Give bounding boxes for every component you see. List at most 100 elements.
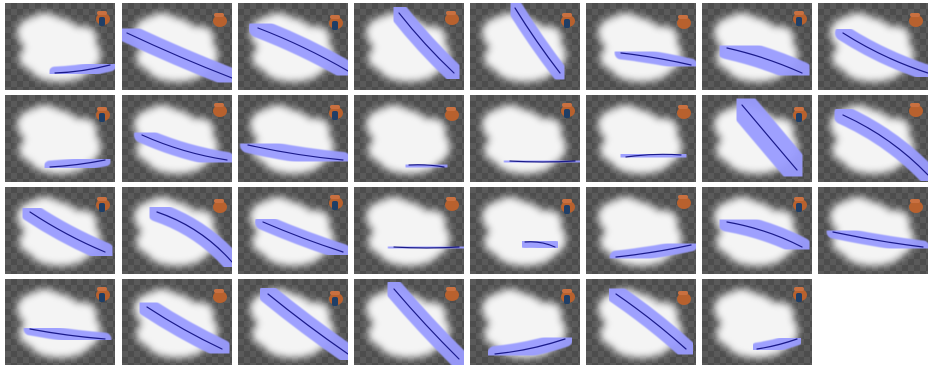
cloud-puff bbox=[378, 197, 410, 221]
thumbnail bbox=[238, 95, 348, 182]
cloud-puff bbox=[146, 13, 178, 37]
cloud-puff bbox=[186, 26, 214, 50]
thumbnail-content bbox=[122, 279, 232, 365]
thumbnail bbox=[5, 279, 115, 365]
thumbnail bbox=[122, 3, 232, 90]
thumbnail-content bbox=[5, 187, 115, 274]
thumbnail bbox=[238, 3, 348, 90]
hand-finger bbox=[678, 291, 688, 295]
thumbnail bbox=[702, 95, 812, 182]
hand-tool bbox=[99, 17, 105, 26]
cloud-puff bbox=[19, 230, 47, 254]
cloud-puff bbox=[766, 26, 794, 50]
hand-tool bbox=[796, 113, 802, 122]
cloud-puff bbox=[494, 289, 526, 313]
cloud-puff bbox=[378, 105, 410, 129]
hand-finger bbox=[562, 103, 572, 107]
hand-tool bbox=[796, 293, 802, 302]
hand-finger bbox=[794, 107, 804, 111]
thumbnail bbox=[586, 95, 696, 182]
cloud-puff bbox=[882, 210, 910, 234]
hand-tool bbox=[99, 113, 105, 122]
thumbnail-content bbox=[122, 3, 232, 90]
cloud-puff bbox=[29, 13, 61, 37]
hand-tool bbox=[99, 203, 105, 212]
hand-finger bbox=[794, 197, 804, 201]
thumbnail-content bbox=[702, 279, 812, 365]
hand-finger bbox=[330, 291, 340, 295]
thumbnail bbox=[354, 279, 464, 365]
hand-tool bbox=[99, 293, 105, 302]
hand-tool bbox=[564, 109, 570, 118]
cloud-puff bbox=[716, 322, 744, 346]
cloud-puff bbox=[69, 302, 97, 326]
cloud-puff bbox=[494, 105, 526, 129]
cloud-puff bbox=[716, 138, 744, 162]
thumbnail-grid bbox=[0, 0, 928, 365]
hand-tool bbox=[332, 201, 338, 210]
thumbnail bbox=[5, 187, 115, 274]
hand-finger bbox=[97, 287, 107, 291]
cloud-puff bbox=[882, 26, 910, 50]
hand-finger bbox=[97, 107, 107, 111]
hand-finger bbox=[910, 13, 920, 17]
thumbnail-content bbox=[818, 187, 928, 274]
thumbnail bbox=[122, 95, 232, 182]
cloud-puff bbox=[726, 13, 758, 37]
cloud-puff bbox=[650, 26, 678, 50]
cloud-puff bbox=[534, 302, 562, 326]
cloud-puff bbox=[302, 118, 330, 142]
thumbnail-content bbox=[122, 95, 232, 182]
hand-tool bbox=[796, 203, 802, 212]
thumbnail-content bbox=[818, 95, 928, 182]
cloud-puff bbox=[842, 197, 874, 221]
thumbnail bbox=[470, 3, 580, 90]
thumbnail-content bbox=[586, 3, 696, 90]
thumbnail bbox=[818, 187, 928, 274]
thumbnail-content bbox=[5, 3, 115, 90]
hand-finger bbox=[446, 11, 456, 15]
thumbnail-content bbox=[238, 3, 348, 90]
thumbnail-content bbox=[122, 187, 232, 274]
hand-tool bbox=[332, 21, 338, 30]
cloud-puff bbox=[186, 118, 214, 142]
thumbnail-content bbox=[238, 187, 348, 274]
thumbnail-content bbox=[470, 95, 580, 182]
thumbnail bbox=[354, 3, 464, 90]
cloud-puff bbox=[146, 105, 178, 129]
thumbnail-content bbox=[586, 187, 696, 274]
hand-tool bbox=[564, 205, 570, 214]
thumbnail bbox=[354, 187, 464, 274]
thumbnail bbox=[5, 3, 115, 90]
thumbnail-content bbox=[238, 279, 348, 365]
hand-finger bbox=[562, 289, 572, 293]
cloud-puff bbox=[368, 138, 396, 162]
thumbnail-content bbox=[818, 3, 928, 90]
thumbnail bbox=[238, 187, 348, 274]
hand-finger bbox=[330, 195, 340, 199]
cloud-puff bbox=[600, 322, 628, 346]
cloud-puff bbox=[418, 118, 446, 142]
hand-finger bbox=[446, 197, 456, 201]
thumbnail-content bbox=[586, 279, 696, 365]
hand-finger bbox=[330, 15, 340, 19]
cloud-puff bbox=[766, 302, 794, 326]
thumbnail bbox=[470, 187, 580, 274]
hand-finger bbox=[678, 15, 688, 19]
thumbnail-content bbox=[354, 95, 464, 182]
cloud-puff bbox=[832, 138, 860, 162]
thumbnail-content bbox=[702, 187, 812, 274]
thumbnail-content bbox=[354, 279, 464, 365]
thumbnail-content bbox=[470, 279, 580, 365]
hand-tool bbox=[564, 19, 570, 28]
thumbnail-content bbox=[702, 95, 812, 182]
hand-finger bbox=[678, 195, 688, 199]
hand-finger bbox=[794, 287, 804, 291]
hand-finger bbox=[97, 197, 107, 201]
hand-finger bbox=[97, 11, 107, 15]
cloud-puff bbox=[484, 46, 512, 70]
cloud-puff bbox=[29, 289, 61, 313]
hand-finger bbox=[562, 199, 572, 203]
cloud-puff bbox=[726, 289, 758, 313]
hand-finger bbox=[910, 199, 920, 203]
